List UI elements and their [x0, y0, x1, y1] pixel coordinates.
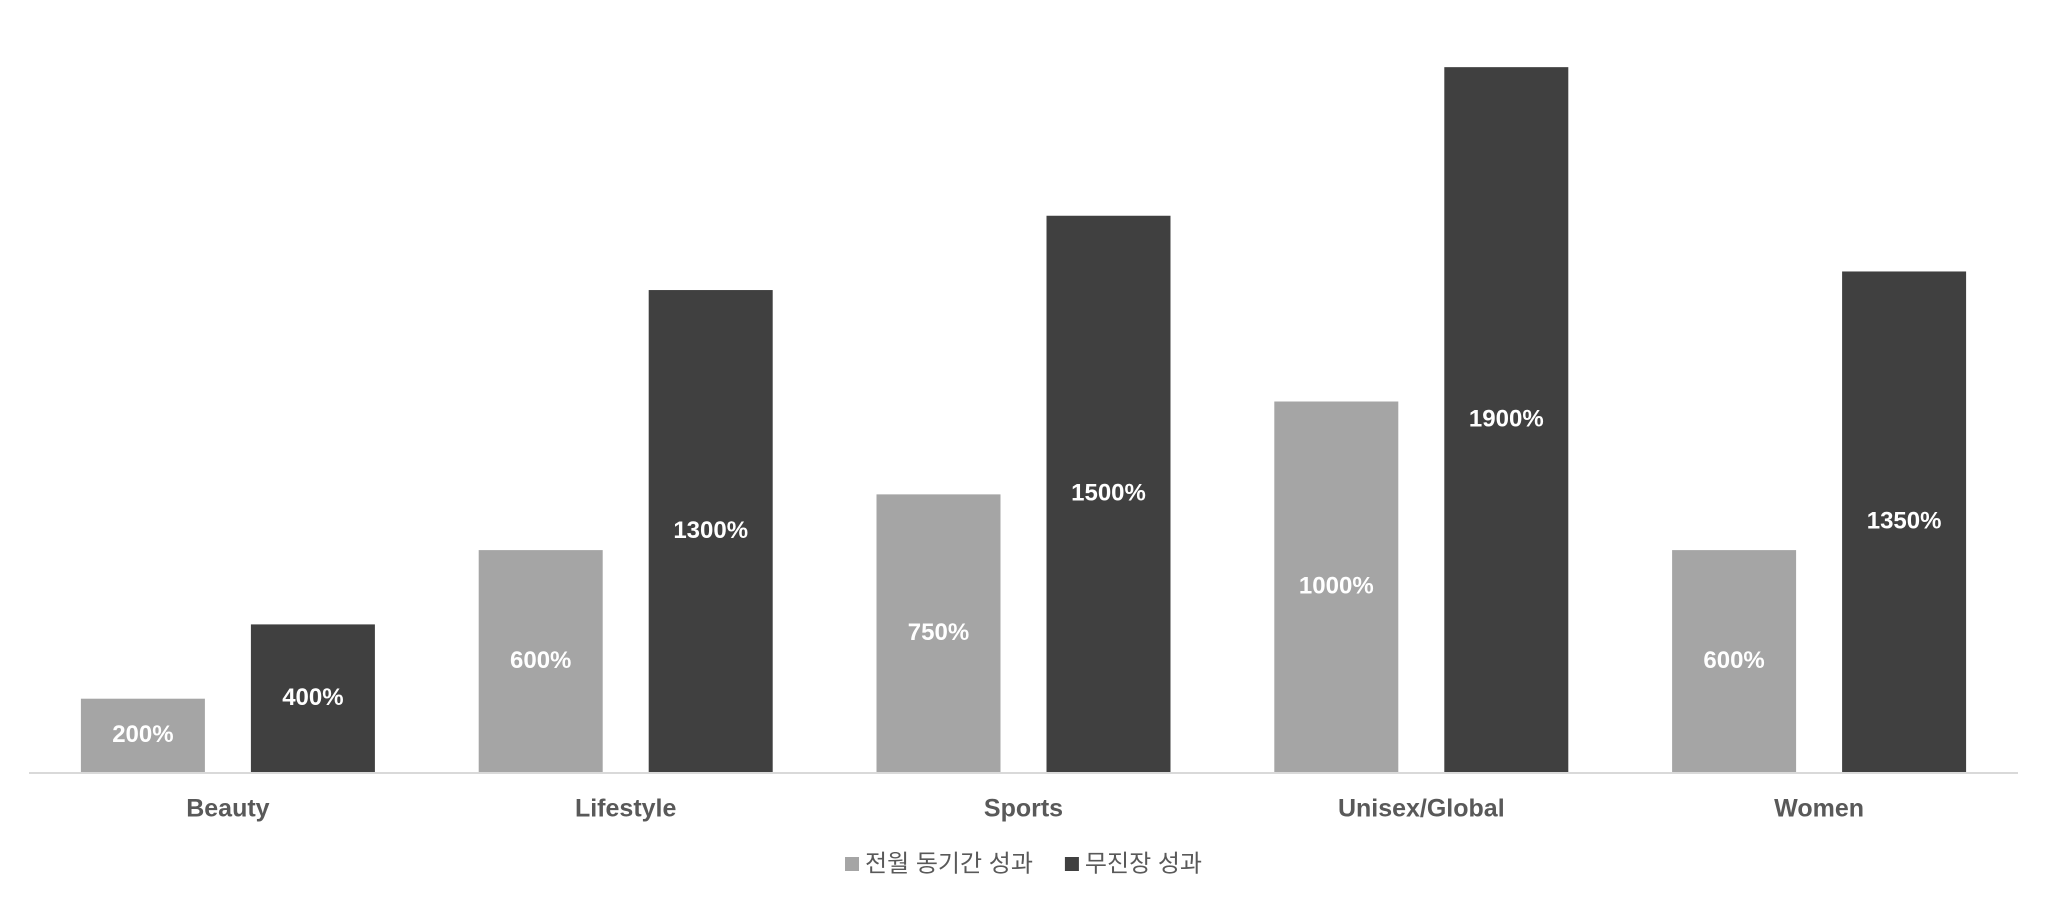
data-label: 1900%: [1469, 405, 1544, 432]
legend-label: 전월 동기간 성과: [865, 850, 1033, 877]
bar: [648, 290, 773, 773]
x-tick-label: Women: [1774, 795, 1864, 823]
x-tick-label: Unisex/Global: [1338, 795, 1505, 823]
data-label: 200%: [112, 721, 173, 748]
data-label: 1300%: [673, 517, 748, 544]
legend-swatch: [845, 857, 860, 871]
bar: [478, 550, 603, 773]
bar: [876, 494, 1001, 773]
bar: [1842, 271, 1967, 773]
data-label: 1000%: [1299, 573, 1374, 600]
x-tick-label: Sports: [984, 795, 1063, 823]
bar: [80, 698, 205, 773]
data-label: 400%: [282, 684, 343, 711]
data-label: 750%: [908, 619, 969, 646]
bar: [1444, 67, 1569, 773]
legend: 전월 동기간 성과 무진장 성과: [845, 850, 1202, 877]
x-tick-label: Beauty: [186, 795, 269, 823]
data-label: 600%: [510, 647, 571, 674]
legend-swatch: [1064, 857, 1079, 871]
bar: [1274, 401, 1399, 773]
data-label: 1350%: [1867, 508, 1942, 535]
bar: [1046, 215, 1171, 773]
bar: [1672, 550, 1797, 773]
x-tick-label: Lifestyle: [575, 795, 677, 823]
data-label: 1500%: [1071, 480, 1146, 507]
data-label: 600%: [1703, 647, 1764, 674]
legend-label: 무진장 성과: [1085, 850, 1202, 877]
bar: [250, 624, 375, 773]
